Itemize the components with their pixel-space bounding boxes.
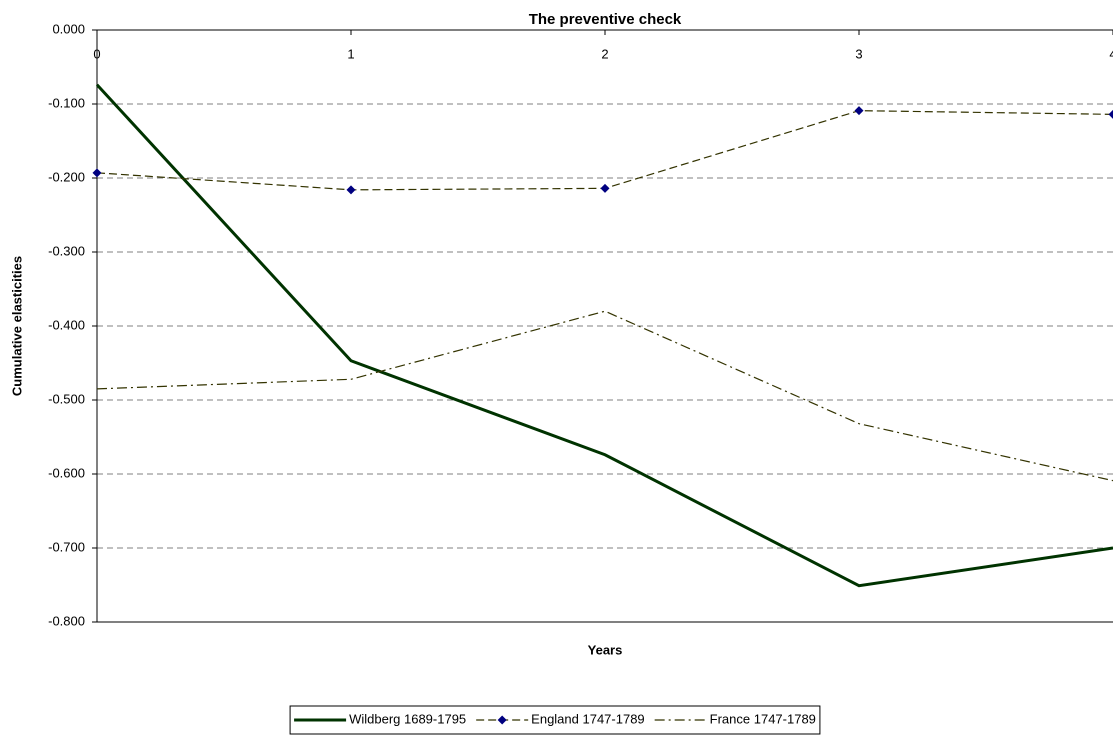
y-tick-label: -0.700 <box>48 539 85 554</box>
x-tick-label: 2 <box>601 46 608 61</box>
y-tick-label: -0.100 <box>48 95 85 110</box>
y-tick-label: -0.200 <box>48 169 85 184</box>
y-tick-label: -0.400 <box>48 317 85 332</box>
marker <box>92 168 102 178</box>
legend-label: Wildberg 1689-1795 <box>349 711 466 726</box>
y-tick-label: -0.800 <box>48 613 85 628</box>
marker <box>1108 109 1113 119</box>
x-tick-label: 0 <box>93 46 100 61</box>
y-tick-label: -0.500 <box>48 391 85 406</box>
marker <box>854 106 864 116</box>
x-tick-label: 4 <box>1109 46 1113 61</box>
series-line <box>95 83 1113 588</box>
y-tick-label: 0.000 <box>52 21 85 36</box>
series-line <box>96 310 1113 482</box>
legend: Wildberg 1689-1795 England 1747-1789 Franc… <box>289 705 821 735</box>
y-tick-label: -0.300 <box>48 243 85 258</box>
chart-title: The preventive check <box>529 11 682 28</box>
legend-box <box>289 705 821 735</box>
marker <box>600 183 610 193</box>
y-axis-title: Cumulative elasticities <box>9 256 24 396</box>
x-axis-title: Years <box>588 642 623 657</box>
marker <box>346 185 356 195</box>
y-tick-label: -0.600 <box>48 465 85 480</box>
legend-marker <box>497 715 507 725</box>
legend-label: France 1747-1789 <box>710 711 816 726</box>
x-tick-label: 3 <box>855 46 862 61</box>
legend-label: England 1747-1789 <box>531 711 645 726</box>
x-tick-label: 1 <box>347 46 354 61</box>
